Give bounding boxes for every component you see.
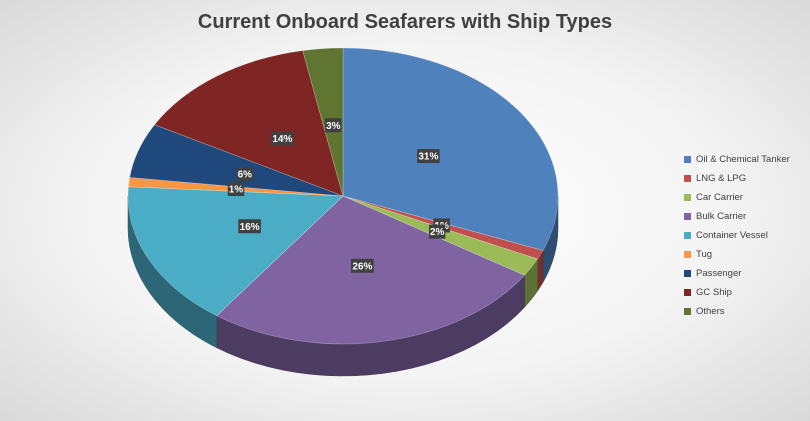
- legend-item: Oil & Chemical Tanker: [684, 150, 804, 169]
- legend-label: Oil & Chemical Tanker: [696, 154, 790, 165]
- pie-slice-8: [302, 47, 344, 197]
- legend-label: Container Vessel: [696, 230, 768, 241]
- legend-label: Passenger: [696, 268, 742, 279]
- legend-item: Container Vessel: [684, 226, 804, 245]
- legend-label: Others: [696, 306, 725, 317]
- data-label-6: 6%: [238, 170, 253, 181]
- legend-item: Car Carrier: [684, 188, 804, 207]
- legend-item: Others: [684, 302, 804, 321]
- legend-label: Tug: [696, 249, 713, 260]
- data-label-7: 14%: [272, 134, 292, 145]
- legend-item: GC Ship: [684, 283, 804, 302]
- legend-label: Car Carrier: [696, 192, 743, 203]
- legend-swatch: [684, 308, 691, 315]
- data-label-bg-8: [325, 118, 342, 133]
- legend-item: Bulk Carrier: [684, 207, 804, 226]
- data-label-5: 1%: [229, 185, 244, 196]
- data-label-0: 31%: [418, 152, 438, 163]
- data-label-bg-3: [351, 258, 374, 273]
- data-label-bg-2: [429, 224, 446, 239]
- data-label-4: 16%: [240, 222, 260, 233]
- data-label-bg-4: [238, 219, 261, 234]
- legend-swatch: [684, 232, 691, 239]
- data-label-2: 2%: [430, 227, 445, 238]
- legend-label: LNG & LPG: [696, 173, 747, 184]
- legend-swatch: [684, 289, 691, 296]
- data-label-bg-7: [271, 131, 294, 146]
- legend-label: GC Ship: [696, 287, 732, 298]
- pie-slice-6: [129, 124, 344, 197]
- pie-slice-4: [127, 186, 344, 317]
- data-label-bg-0: [417, 149, 440, 164]
- legend-swatch: [684, 251, 691, 258]
- legend-swatch: [684, 213, 691, 220]
- pie-slices: [127, 47, 559, 345]
- data-label-8: 3%: [326, 121, 341, 132]
- data-label-bg-6: [236, 167, 254, 182]
- legend-swatch: [684, 175, 691, 182]
- legend: Oil & Chemical Tanker LNG & LPG Car Carrie…: [684, 150, 804, 321]
- pie-slice-0: [342, 47, 559, 251]
- legend-item: LNG & LPG: [684, 169, 804, 188]
- legend-swatch: [684, 156, 691, 163]
- data-labels: 31%1%2%26%16%1%6%14%3%: [227, 118, 450, 273]
- legend-item: Passenger: [684, 264, 804, 283]
- data-label-3: 26%: [352, 261, 372, 272]
- legend-swatch: [684, 194, 691, 201]
- legend-label: Bulk Carrier: [696, 211, 747, 222]
- chart-title: Current Onboard Seafarers with Ship Type…: [198, 11, 612, 33]
- data-label-bg-5: [227, 182, 245, 197]
- pie-slice-7: [154, 50, 344, 197]
- legend-item: Tug: [684, 245, 804, 264]
- legend-swatch: [684, 270, 691, 277]
